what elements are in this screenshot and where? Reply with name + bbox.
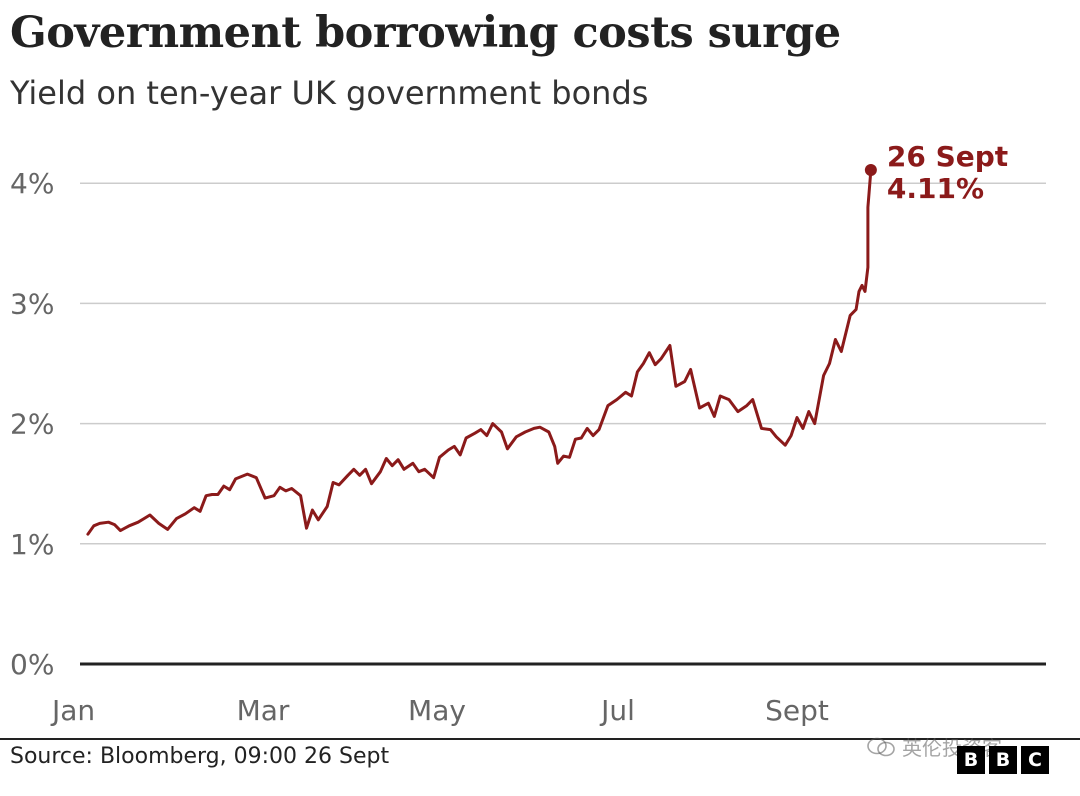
logo-letter-2: B: [989, 746, 1017, 774]
x-tick-label: Jul: [599, 694, 635, 727]
latest-value-dot: [864, 163, 877, 176]
source-note: Source: Bloomberg, 09:00 26 Sept: [10, 744, 390, 769]
yield-series-line: [86, 168, 873, 536]
chart-subtitle: Yield on ten-year UK government bonds: [10, 74, 649, 112]
y-tick-label: 3%: [10, 287, 54, 320]
chat-bubble-icon: [866, 736, 896, 758]
y-tick-label: 1%: [10, 528, 54, 561]
x-tick-label: Mar: [237, 694, 290, 727]
logo-letter-3: C: [1021, 746, 1049, 774]
bbc-logo: B B C: [957, 746, 1049, 774]
footer-divider: [0, 738, 1080, 740]
x-tick-label: May: [408, 694, 466, 727]
x-tick-label: Sept: [765, 694, 829, 727]
watermark: 英伦投资客: [866, 732, 1002, 761]
y-tick-label: 2%: [10, 408, 54, 441]
annotation-date: 26 Sept: [887, 140, 1008, 173]
y-tick-label: 4%: [10, 167, 54, 200]
annotation-value: 4.11%: [887, 172, 984, 205]
watermark-text: 英伦投资客: [902, 736, 1002, 760]
x-tick-label: Jan: [50, 694, 95, 727]
y-tick-label: 0%: [10, 648, 54, 681]
chart-title: Government borrowing costs surge: [10, 8, 841, 58]
logo-letter-1: B: [957, 746, 985, 774]
